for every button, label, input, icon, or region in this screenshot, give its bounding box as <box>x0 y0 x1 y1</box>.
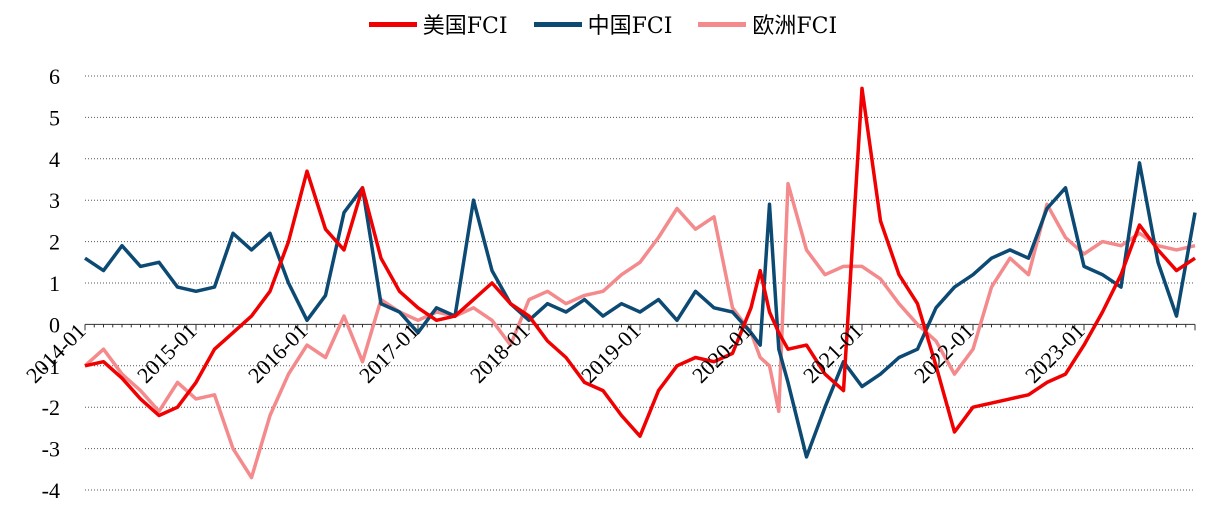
x-tick-labels: 2014-01 2015-01 2016-01 2017-01 2018-01 2019-… <box>21 318 1090 388</box>
y-tick-label: -1 <box>42 354 60 379</box>
series-line-1 <box>84 161 1197 459</box>
y-tick-label: -4 <box>42 478 60 503</box>
x-tick-label: 2020-01 <box>687 318 757 388</box>
chart-legend: 美国FCI 中国FCI 欧洲FCI <box>0 8 1206 40</box>
y-tick-label: 1 <box>49 271 60 296</box>
x-tick-label: 2015-01 <box>132 318 202 388</box>
legend-item-us: 美国FCI <box>368 8 508 40</box>
legend-swatch-us <box>368 21 417 27</box>
y-tick-label: -2 <box>42 395 60 420</box>
series-line-2 <box>83 181 1196 480</box>
series-line-0 <box>84 86 1196 438</box>
y-tick-label: 2 <box>49 230 60 255</box>
legend-item-europe: 欧洲FCI <box>698 8 837 40</box>
y-tick-label: 0 <box>49 312 60 337</box>
y-tick-labels: 6 5 4 3 2 1 0 -1 -2 -3 -4 <box>42 64 60 503</box>
y-tick-label: 5 <box>49 105 60 130</box>
x-axis <box>84 323 1196 331</box>
legend-label-us: 美国FCI <box>422 14 508 39</box>
legend-label-china: 中国FCI <box>587 14 673 39</box>
legend-swatch-europe <box>698 21 747 27</box>
y-tick-label: 6 <box>49 64 60 89</box>
legend-label-europe: 欧洲FCI <box>752 14 838 39</box>
gridlines <box>85 75 1195 491</box>
legend-item-china: 中国FCI <box>533 8 673 40</box>
y-tick-label: 4 <box>49 147 60 172</box>
x-tick-label: 2019-01 <box>576 318 646 388</box>
legend-swatch-china <box>533 21 582 27</box>
series-lines <box>83 86 1197 480</box>
y-tick-label: 3 <box>49 188 60 213</box>
y-tick-label: -3 <box>42 437 60 462</box>
